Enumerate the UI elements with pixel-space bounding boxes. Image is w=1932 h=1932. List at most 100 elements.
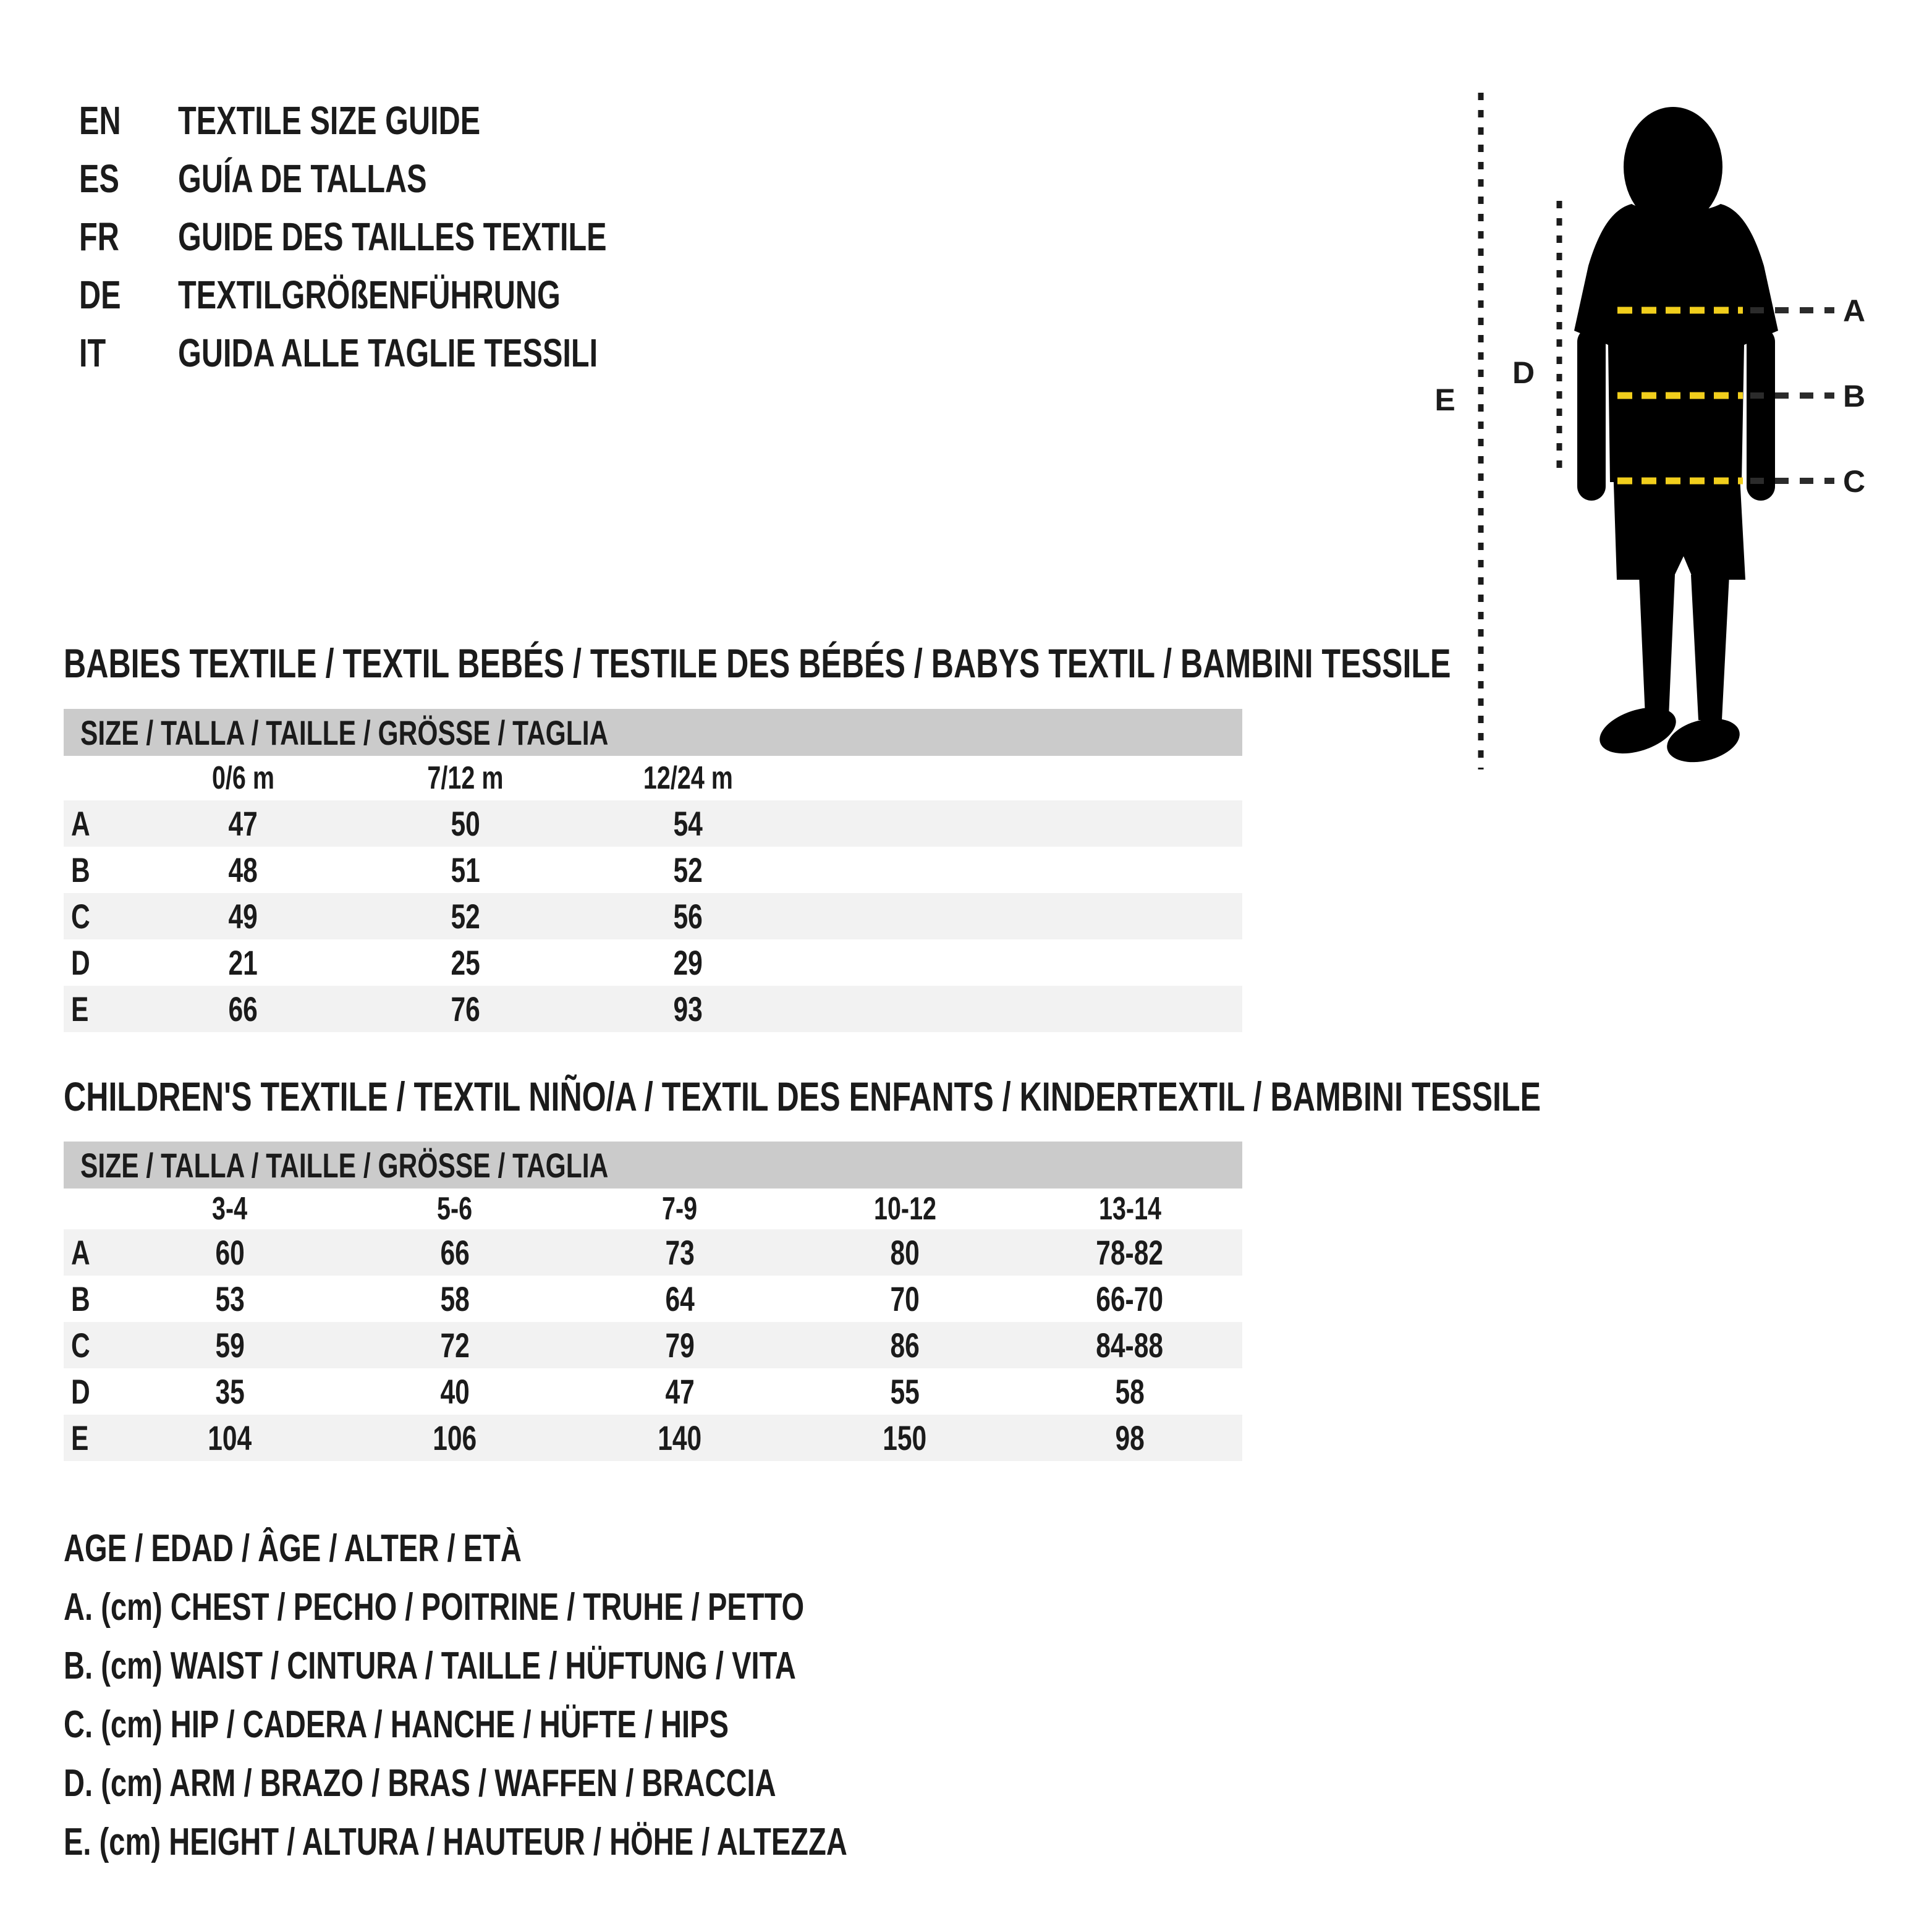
- legend-row-age: AGE / EDAD / ÂGE / ALTER / ETÀ: [64, 1527, 522, 1570]
- legend-row-chest: A. (cm) CHEST / PECHO / POITRINE / TRUHE…: [64, 1586, 805, 1629]
- row-label: A: [71, 1233, 90, 1272]
- size-cell: 73: [665, 1233, 695, 1272]
- column-header: 3-4: [212, 1191, 248, 1227]
- table-row: B 48 51 52: [64, 847, 1242, 893]
- language-row-it: IT GUIDA ALLE TAGLIE TESSILI: [79, 324, 742, 382]
- row-label: C: [71, 897, 90, 936]
- language-title: TEXTILE SIZE GUIDE: [178, 98, 481, 143]
- table-body: A 60 66 73 80 78-82 B 53 58 64 70 66-70 C 59 72 79 86 84-…: [64, 1229, 1242, 1461]
- size-cell: 93: [673, 989, 703, 1028]
- size-cell: 98: [1115, 1418, 1145, 1457]
- legend-row-height: E. (cm) HEIGHT / ALTURA / HAUTEUR / HÖHE…: [64, 1821, 847, 1863]
- child-silhouette: [1574, 107, 1778, 763]
- marker-label-e: E: [1434, 383, 1455, 417]
- size-cell: 104: [208, 1418, 252, 1457]
- size-cell: 66: [440, 1233, 470, 1272]
- language-code: FR: [79, 214, 119, 259]
- language-title: GUIDA ALLE TAGLIE TESSILI: [178, 331, 598, 375]
- language-title: TEXTILGRÖßENFÜHRUNG: [178, 273, 561, 317]
- size-cell: 59: [215, 1326, 245, 1365]
- column-header: 0/6 m: [211, 760, 274, 796]
- marker-label-b: B: [1843, 379, 1865, 413]
- size-cell: 40: [440, 1372, 470, 1411]
- language-title: GUÍA DE TALLAS: [178, 156, 427, 201]
- size-cell: 84-88: [1096, 1326, 1164, 1365]
- column-header: 7-9: [662, 1191, 698, 1227]
- size-header-bar: SIZE / TALLA / TAILLE / GRÖSSE / TAGLIA: [64, 709, 1242, 756]
- language-title-list: EN TEXTILE SIZE GUIDE ES GUÍA DE TALLAS …: [79, 91, 742, 382]
- language-code: DE: [79, 273, 121, 317]
- row-label: E: [71, 1418, 89, 1457]
- size-cell: 21: [228, 943, 258, 982]
- size-cell: 56: [673, 897, 703, 936]
- babies-size-table: SIZE / TALLA / TAILLE / GRÖSSE / TAGLIA …: [64, 709, 1242, 1032]
- language-row-en: EN TEXTILE SIZE GUIDE: [79, 91, 742, 150]
- babies-section-title: BABIES TEXTILE / TEXTIL BEBÉS / TESTILE …: [64, 640, 1451, 686]
- column-header: 12/24 m: [643, 760, 733, 796]
- size-cell: 58: [440, 1279, 470, 1318]
- size-cell: 35: [215, 1372, 245, 1411]
- row-label: D: [71, 1372, 90, 1411]
- language-row-es: ES GUÍA DE TALLAS: [79, 150, 742, 208]
- row-label: B: [71, 850, 90, 889]
- child-measurement-diagram: A B C D E: [1434, 93, 1865, 769]
- marker-label-d: D: [1512, 355, 1535, 390]
- column-header-spacer: [64, 1190, 117, 1227]
- legend-row-waist: B. (cm) WAIST / CINTURA / TAILLE / HÜFTU…: [64, 1645, 796, 1687]
- size-cell: 60: [215, 1233, 245, 1272]
- marker-label-a: A: [1843, 294, 1865, 328]
- size-cell: 52: [451, 897, 480, 936]
- size-cell: 25: [451, 943, 480, 982]
- row-label: E: [71, 989, 89, 1028]
- size-cell: 29: [673, 943, 703, 982]
- size-cell: 50: [451, 804, 480, 843]
- row-label: D: [71, 943, 90, 982]
- size-cell: 66: [228, 989, 258, 1028]
- size-cell: 79: [665, 1326, 695, 1365]
- table-row: E 104 106 140 150 98: [64, 1415, 1242, 1461]
- table-row: A 60 66 73 80 78-82: [64, 1229, 1242, 1276]
- size-cell: 51: [451, 850, 480, 889]
- table-row: B 53 58 64 70 66-70: [64, 1276, 1242, 1322]
- language-code: EN: [79, 98, 121, 143]
- size-cell: 64: [665, 1279, 695, 1318]
- size-cell: 76: [451, 989, 480, 1028]
- marker-label-c: C: [1843, 464, 1865, 499]
- column-header: 7/12 m: [427, 760, 504, 796]
- children-size-table: SIZE / TALLA / TAILLE / GRÖSSE / TAGLIA …: [64, 1142, 1242, 1461]
- legend-row-hip: C. (cm) HIP / CADERA / HANCHE / HÜFTE / …: [64, 1703, 729, 1746]
- size-cell: 150: [883, 1418, 927, 1457]
- size-cell: 47: [665, 1372, 695, 1411]
- column-header: 13-14: [1098, 1191, 1161, 1227]
- language-row-de: DE TEXTILGRÖßENFÜHRUNG: [79, 266, 742, 324]
- table-row: A 47 50 54: [64, 800, 1242, 847]
- language-code: ES: [79, 156, 119, 201]
- column-header-row: 0/6 m 7/12 m 12/24 m: [64, 756, 1242, 800]
- size-cell: 78-82: [1096, 1233, 1164, 1272]
- size-cell: 70: [890, 1279, 920, 1318]
- size-cell: 140: [658, 1418, 702, 1457]
- size-cell: 55: [890, 1372, 920, 1411]
- column-header-row: 3-4 5-6 7-9 10-12 13-14: [64, 1188, 1242, 1229]
- size-cell: 58: [1115, 1372, 1145, 1411]
- row-label: C: [71, 1326, 90, 1365]
- table-row: D 21 25 29: [64, 939, 1242, 986]
- column-header: 5-6: [437, 1191, 473, 1227]
- language-code: IT: [79, 331, 106, 375]
- size-cell: 54: [673, 804, 703, 843]
- row-label: A: [71, 804, 90, 843]
- children-section-title: CHILDREN'S TEXTILE / TEXTIL NIÑO/A / TEX…: [64, 1074, 1541, 1119]
- size-cell: 52: [673, 850, 703, 889]
- table-row: D 35 40 47 55 58: [64, 1368, 1242, 1415]
- size-cell: 106: [433, 1418, 477, 1457]
- column-header: 10-12: [873, 1191, 936, 1227]
- size-cell: 49: [228, 897, 258, 936]
- table-row: E 66 76 93: [64, 986, 1242, 1032]
- size-cell: 86: [890, 1326, 920, 1365]
- size-cell: 72: [440, 1326, 470, 1365]
- size-cell: 48: [228, 850, 258, 889]
- row-label: B: [71, 1279, 90, 1318]
- table-row: C 59 72 79 86 84-88: [64, 1322, 1242, 1368]
- measurement-legend: AGE / EDAD / ÂGE / ALTER / ETÀ A. (cm) C…: [64, 1519, 1095, 1871]
